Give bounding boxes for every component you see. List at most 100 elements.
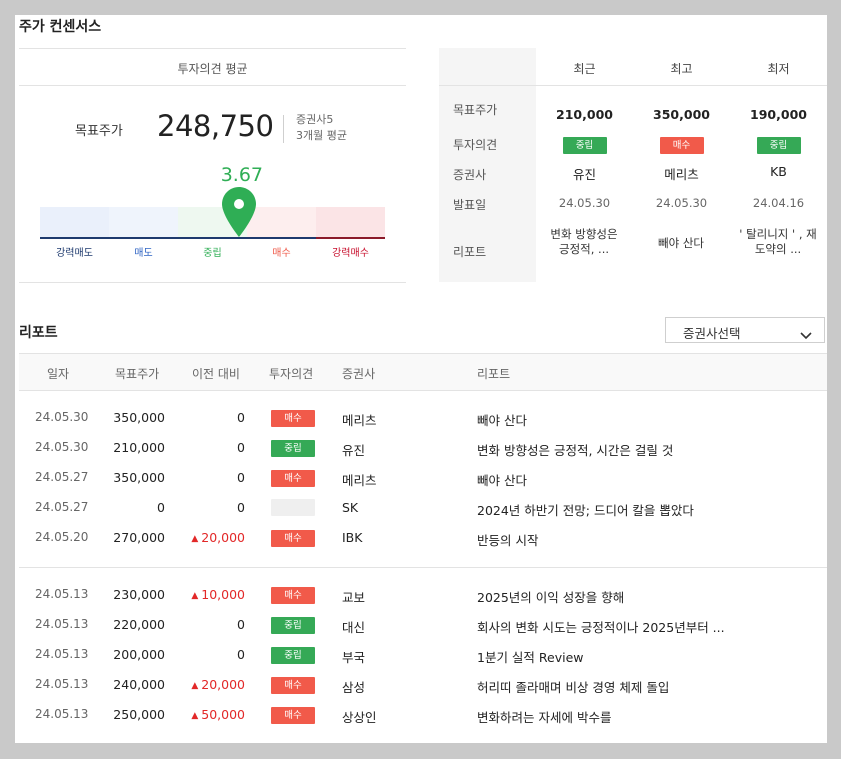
divider: [283, 115, 284, 143]
report-title-link[interactable]: 변화 방향성은 긍정적, 시간은 걸릴 것: [477, 443, 674, 458]
scale-label: 매도: [134, 248, 153, 259]
divider: [19, 48, 406, 49]
report-prev-value: 20,000: [201, 530, 245, 545]
arrow-up-icon: ▲: [191, 681, 199, 691]
report-prev-diff: 0: [165, 440, 245, 455]
report-title-link[interactable]: 빼야 산다: [477, 473, 527, 488]
period-label: 3개월 평균: [296, 129, 347, 142]
broker-select[interactable]: 증권사선택: [665, 317, 825, 343]
report-broker: 대신: [342, 620, 366, 635]
row-label-target: 목표주가: [453, 103, 498, 117]
th-target: 목표주가: [115, 367, 160, 381]
report-broker: 유진: [342, 443, 366, 458]
col-highest: 최고: [670, 62, 693, 76]
recent-report-link[interactable]: ' 탈리니지 ' , 재도약의 ...: [739, 227, 817, 256]
report-title-link[interactable]: 반등의 시작: [477, 533, 539, 548]
opinion-badge: 매수: [271, 707, 315, 724]
recent-report-link[interactable]: 빼야 산다: [658, 236, 704, 250]
report-opinion: 중립: [271, 439, 315, 457]
opinion-badge: [271, 499, 315, 516]
opinion-badge: 매수: [271, 530, 315, 547]
report-opinion: 중립: [271, 646, 315, 664]
report-title-link[interactable]: 2024년 하반기 전망; 드디어 칼을 뽑았다: [477, 503, 694, 518]
report-prev-value: 0: [237, 500, 245, 515]
recent-broker: KB: [770, 164, 787, 179]
target-price-value: 248,750: [157, 109, 274, 143]
report-prev-value: 0: [237, 647, 245, 662]
report-title-link[interactable]: 회사의 변화 시도는 긍정적이나 2025년부터 ...: [477, 620, 725, 635]
report-date: 24.05.27: [35, 470, 89, 484]
recent-broker: 유진: [572, 167, 596, 182]
report-date: 24.05.13: [35, 647, 89, 661]
report-title-link[interactable]: 2025년의 이익 성장을 향해: [477, 590, 625, 605]
recent-report-link[interactable]: 변화 방향성은 긍정적, ...: [550, 227, 618, 256]
report-title-link[interactable]: 허리띠 졸라매며 비상 경영 체제 돌입: [477, 680, 670, 695]
table-row[interactable]: 24.05.13 230,000 ▲ 10,000 매수 교보 2025년의 이익 성장을 …: [15, 581, 827, 611]
recent-date: 24.04.16: [752, 196, 805, 210]
report-title-link[interactable]: 변화하려는 자세에 박수를: [477, 710, 612, 725]
table-row[interactable]: 24.05.13 200,000 0 중립 부국 1분기 실적 Review: [15, 641, 827, 671]
scale-segment: [40, 207, 109, 239]
report-prev-diff: ▲ 10,000: [165, 587, 245, 602]
scale-label: 강력매도: [56, 248, 93, 259]
recent-target-price: 190,000: [750, 107, 807, 122]
opinion-badge: 매수: [271, 587, 315, 604]
scale-label: 중립: [203, 248, 222, 259]
row-label-report: 리포트: [453, 245, 487, 259]
divider: [19, 85, 406, 86]
opinion-badge: 매수: [271, 410, 315, 427]
col-recent: 최근: [573, 62, 596, 76]
report-opinion: 매수: [271, 529, 315, 547]
scale-segment: [316, 207, 385, 239]
table-header: [19, 353, 827, 391]
report-target-price: 200,000: [113, 647, 165, 662]
table-row[interactable]: 24.05.30 350,000 0 매수 메리츠 빼야 산다: [15, 404, 827, 434]
row-label-broker: 증권사: [453, 168, 487, 182]
recent-broker: 메리츠: [664, 167, 699, 182]
opinion-badge: 매수: [271, 677, 315, 694]
report-date: 24.05.13: [35, 677, 89, 691]
report-date: 24.05.30: [35, 440, 89, 454]
table-row[interactable]: 24.05.30 210,000 0 중립 유진 변화 방향성은 긍정적, 시간은 걸릴 …: [15, 434, 827, 464]
map-pin-icon: [221, 186, 257, 238]
table-row[interactable]: 24.05.13 250,000 ▲ 50,000 매수 상상인 변화하려는 자세에 박수를: [15, 701, 827, 731]
report-title-link[interactable]: 1분기 실적 Review: [477, 650, 584, 665]
report-target-price: 230,000: [113, 587, 165, 602]
report-opinion: 매수: [271, 469, 315, 487]
report-title-link[interactable]: 빼야 산다: [477, 413, 527, 428]
report-broker: 부국: [342, 650, 366, 665]
report-prev-value: 0: [237, 410, 245, 425]
reports-title: 리포트: [19, 325, 58, 341]
report-prev-value: 0: [237, 470, 245, 485]
divider: [19, 282, 406, 283]
scale-segment: [247, 207, 316, 239]
recent-summary-values: [536, 48, 827, 282]
report-target-price: 210,000: [113, 440, 165, 455]
th-date: 일자: [47, 367, 70, 381]
scale-label: 매수: [272, 248, 291, 259]
row-label-date: 발표일: [453, 198, 487, 212]
report-target-price: 240,000: [113, 677, 165, 692]
report-prev-value: 0: [237, 617, 245, 632]
report-broker: IBK: [342, 530, 363, 545]
opinion-badge: 중립: [756, 137, 801, 154]
table-row[interactable]: 24.05.13 240,000 ▲ 20,000 매수 삼성 허리띠 졸라매며 비상 경영…: [15, 671, 827, 701]
report-prev-diff: 0: [165, 500, 245, 515]
report-opinion: 매수: [271, 706, 315, 724]
table-row[interactable]: 24.05.13 220,000 0 중립 대신 회사의 변화 시도는 긍정적이나 202…: [15, 611, 827, 641]
report-target-price: 220,000: [113, 617, 165, 632]
report-opinion: [271, 499, 315, 519]
report-target-price: 350,000: [113, 410, 165, 425]
th-opinion: 투자의견: [269, 367, 314, 381]
report-target-price: 270,000: [113, 530, 165, 545]
recent-date: 24.05.30: [558, 196, 611, 210]
recent-opinion: 중립: [536, 133, 633, 154]
table-row[interactable]: 24.05.27 0 0 SK 2024년 하반기 전망; 드디어 칼을 뽑았다: [15, 494, 827, 524]
report-broker: 교보: [342, 590, 366, 605]
divider: [439, 85, 827, 86]
table-row[interactable]: 24.05.27 350,000 0 매수 메리츠 빼야 산다: [15, 464, 827, 494]
table-row[interactable]: 24.05.20 270,000 ▲ 20,000 매수 IBK 반등의 시작: [15, 524, 827, 554]
report-date: 24.05.27: [35, 500, 89, 514]
report-prev-value: 50,000: [201, 707, 245, 722]
divider: [19, 567, 827, 568]
